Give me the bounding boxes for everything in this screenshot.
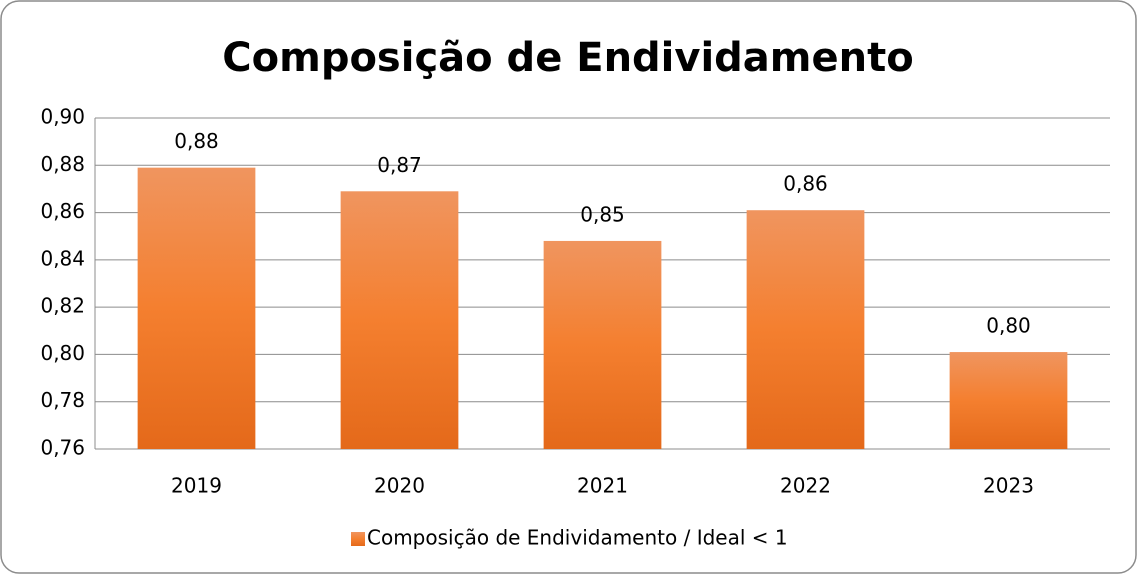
y-tick-label: 0,82 [40,294,85,318]
bar [543,240,662,449]
chart-title: Composição de Endividamento [222,35,913,81]
bar [340,191,459,450]
legend-swatch [351,532,365,546]
y-tick-label: 0,78 [40,388,85,412]
data-label: 0,88 [174,129,219,153]
data-label: 0,80 [986,314,1031,338]
data-label: 0,85 [580,202,625,226]
x-tick-label: 2019 [171,474,222,498]
x-tick-label: 2023 [983,474,1034,498]
bar [949,352,1068,449]
y-tick-label: 0,86 [40,199,85,223]
y-tick-label: 0,84 [40,246,85,270]
y-tick-label: 0,90 [40,105,85,129]
bar [137,167,256,449]
y-tick-label: 0,76 [40,436,85,460]
x-tick-label: 2020 [374,474,425,498]
x-tick-label: 2021 [577,474,628,498]
bar [746,210,865,449]
data-label: 0,87 [377,153,422,177]
x-tick-label: 2022 [780,474,831,498]
y-tick-label: 0,80 [40,341,85,365]
y-tick-label: 0,88 [40,152,85,176]
data-label: 0,86 [783,172,828,196]
legend-label: Composição de Endividamento / Ideal < 1 [367,526,788,550]
